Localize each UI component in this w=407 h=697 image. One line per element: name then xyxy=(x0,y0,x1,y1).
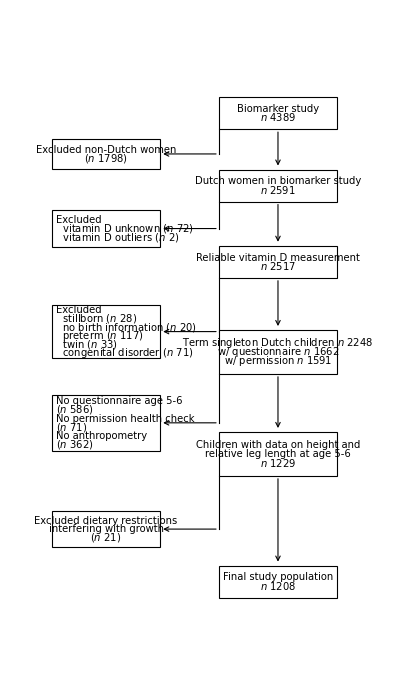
Text: Excluded non-Dutch women: Excluded non-Dutch women xyxy=(36,145,176,155)
Text: Dutch women in biomarker study: Dutch women in biomarker study xyxy=(195,176,361,186)
Text: preterm ($\it{n}$ 117): preterm ($\it{n}$ 117) xyxy=(56,329,144,343)
Text: No questionnaire age 5-6: No questionnaire age 5-6 xyxy=(56,397,183,406)
Text: $\it{n}$ 4389: $\it{n}$ 4389 xyxy=(260,112,296,123)
FancyBboxPatch shape xyxy=(219,97,337,129)
Text: twin ($\it{n}$ 33): twin ($\it{n}$ 33) xyxy=(56,338,118,351)
Text: $\it{n}$ 2591: $\it{n}$ 2591 xyxy=(260,184,296,196)
Text: Excluded: Excluded xyxy=(56,305,102,315)
Text: Final study population: Final study population xyxy=(223,572,333,583)
Text: ($\it{n}$ 71): ($\it{n}$ 71) xyxy=(56,420,88,434)
FancyBboxPatch shape xyxy=(53,305,160,358)
FancyBboxPatch shape xyxy=(219,565,337,598)
Text: Reliable vitamin D measurement: Reliable vitamin D measurement xyxy=(196,252,360,263)
FancyBboxPatch shape xyxy=(53,395,160,451)
FancyBboxPatch shape xyxy=(219,246,337,278)
FancyBboxPatch shape xyxy=(53,139,160,169)
Text: Term singleton Dutch children $\it{n}$ 2248: Term singleton Dutch children $\it{n}$ 2… xyxy=(182,337,374,351)
Text: No permission health check: No permission health check xyxy=(56,413,195,424)
Text: ($\it{n}$ 1798): ($\it{n}$ 1798) xyxy=(84,152,128,164)
Text: Excluded: Excluded xyxy=(56,215,102,225)
Text: interfering with growth: interfering with growth xyxy=(48,524,164,534)
Text: No anthropometry: No anthropometry xyxy=(56,431,147,441)
FancyBboxPatch shape xyxy=(53,210,160,247)
Text: ($\it{n}$ 21): ($\it{n}$ 21) xyxy=(90,531,122,544)
Text: w/ questionnaire $\it{n}$ 1662: w/ questionnaire $\it{n}$ 1662 xyxy=(217,345,339,359)
Text: relative leg length at age 5-6: relative leg length at age 5-6 xyxy=(205,449,351,459)
FancyBboxPatch shape xyxy=(219,330,337,374)
Text: w/ permission $\it{n}$ 1591: w/ permission $\it{n}$ 1591 xyxy=(224,353,332,367)
Text: Biomarker study: Biomarker study xyxy=(237,104,319,114)
Text: $\it{n}$ 2517: $\it{n}$ 2517 xyxy=(260,260,296,272)
FancyBboxPatch shape xyxy=(219,432,337,476)
Text: $\it{n}$ 1229: $\it{n}$ 1229 xyxy=(260,457,296,468)
Text: Children with data on height and: Children with data on height and xyxy=(196,441,360,450)
Text: congenital disorder ($\it{n}$ 71): congenital disorder ($\it{n}$ 71) xyxy=(56,346,194,360)
FancyBboxPatch shape xyxy=(219,169,337,201)
Text: no birth information ($\it{n}$ 20): no birth information ($\it{n}$ 20) xyxy=(56,321,197,334)
Text: $\it{n}$ 1208: $\it{n}$ 1208 xyxy=(260,580,296,592)
Text: Excluded dietary restrictions: Excluded dietary restrictions xyxy=(35,516,178,526)
Text: stillborn ($\it{n}$ 28): stillborn ($\it{n}$ 28) xyxy=(56,312,138,325)
Text: ($\it{n}$ 586): ($\it{n}$ 586) xyxy=(56,404,94,416)
Text: ($\it{n}$ 362): ($\it{n}$ 362) xyxy=(56,438,94,451)
Text: vitamin D unknown ($\it{n}$ 72): vitamin D unknown ($\it{n}$ 72) xyxy=(56,222,194,235)
Text: vitamin D outliers ($\it{n}$ 2): vitamin D outliers ($\it{n}$ 2) xyxy=(56,231,180,244)
FancyBboxPatch shape xyxy=(53,511,160,547)
